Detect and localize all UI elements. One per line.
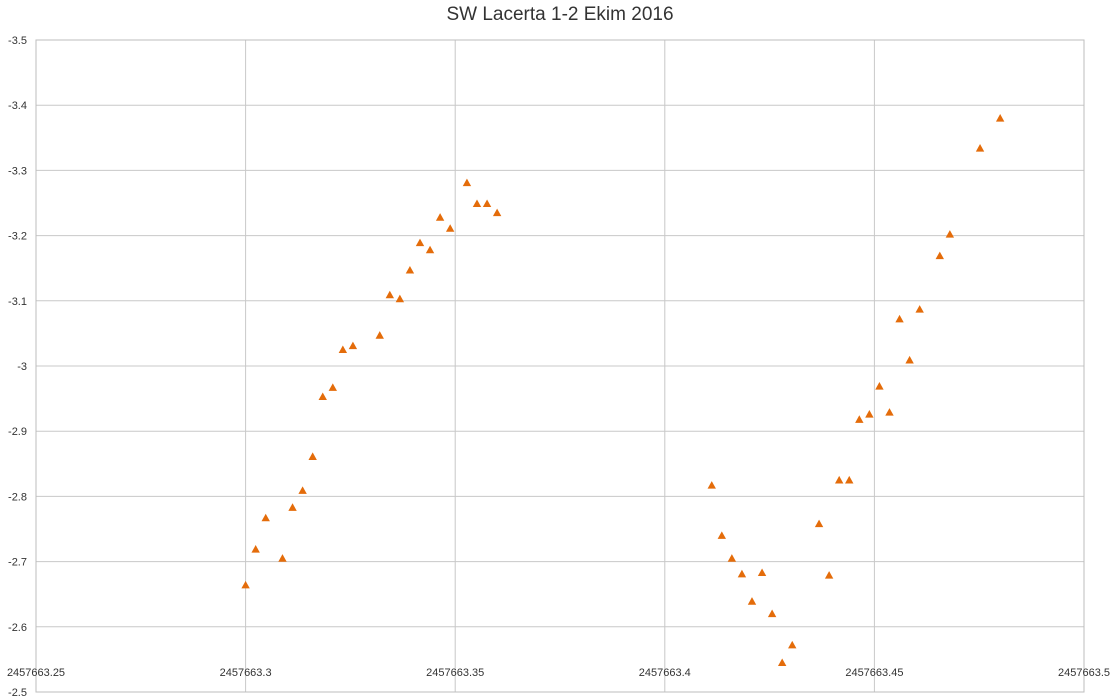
y-tick-label: -2.9 <box>8 426 27 438</box>
y-tick-label: -3.2 <box>8 231 27 243</box>
data-point-triangle <box>757 568 767 577</box>
data-point-triangle <box>492 208 502 217</box>
x-tick-label: 2457663.3 <box>220 667 272 679</box>
data-point-triangle <box>865 410 874 418</box>
y-tick-label: -3.4 <box>8 100 27 112</box>
data-point-triangle <box>298 486 307 494</box>
data-point-triangle <box>767 609 777 618</box>
data-point-triangle <box>278 554 287 562</box>
grid-lines <box>35 39 1085 693</box>
data-point-triangle <box>415 238 425 247</box>
data-points <box>241 114 1005 667</box>
data-point-triangle <box>945 230 955 238</box>
data-point-triangle <box>395 294 405 303</box>
data-point-triangle <box>405 265 415 274</box>
y-tick-label: -3 <box>17 361 27 373</box>
data-point-triangle <box>895 314 904 323</box>
data-point-triangle <box>875 382 884 390</box>
plot-border <box>35 39 1085 693</box>
x-tick-label: 2457663.5 <box>1058 667 1110 679</box>
y-tick-label: -2.7 <box>8 557 27 569</box>
data-point-triangle <box>241 580 250 589</box>
x-tick-label: 2457663.45 <box>845 667 903 679</box>
y-axis-tick-labels: -3.5 -3.4 -3.3 -3.2 -3.1 -3 -2.9 -2.8 -2.7 -2.6 -2… <box>8 35 27 699</box>
data-point-triangle <box>777 658 787 667</box>
data-point-triangle <box>338 345 348 354</box>
data-point-triangle <box>308 452 317 460</box>
data-point-triangle <box>375 331 384 339</box>
data-point-triangle <box>251 545 260 553</box>
data-point-triangle <box>727 554 737 562</box>
x-tick-label: 2457663.25 <box>7 667 65 679</box>
y-tick-label: -2.8 <box>8 491 27 503</box>
data-point-triangle <box>472 199 482 208</box>
x-tick-label: 2457663.35 <box>426 667 484 679</box>
data-point-triangle <box>905 355 914 364</box>
data-point-triangle <box>445 224 455 232</box>
data-point-triangle <box>385 290 395 299</box>
data-point-triangle <box>935 251 944 260</box>
data-point-triangle <box>425 245 435 254</box>
data-point-triangle <box>814 519 824 528</box>
data-point-triangle <box>261 513 270 522</box>
data-point-triangle <box>824 571 834 579</box>
data-point-triangle <box>885 408 894 416</box>
data-point-triangle <box>834 475 844 484</box>
data-point-triangle <box>915 305 924 313</box>
data-point-triangle <box>288 503 297 511</box>
data-point-triangle <box>328 383 337 391</box>
data-point-triangle <box>788 640 797 649</box>
data-point-triangle <box>707 481 716 489</box>
data-point-triangle <box>482 199 492 208</box>
data-point-triangle <box>995 114 1005 122</box>
x-axis-tick-labels: 2457663.25 2457663.3 2457663.35 2457663.4 24… <box>7 667 1110 679</box>
data-point-triangle <box>845 475 854 484</box>
y-tick-label: -2.5 <box>8 687 27 699</box>
data-point-triangle <box>855 415 864 423</box>
data-point-triangle <box>435 213 445 221</box>
data-point-triangle <box>975 144 985 152</box>
plot-frame <box>35 39 1085 693</box>
y-tick-label: -3.1 <box>8 296 27 308</box>
y-tick-label: -3.3 <box>8 165 27 177</box>
data-point-triangle <box>462 178 472 187</box>
data-point-triangle <box>348 341 358 350</box>
data-point-triangle <box>737 569 747 578</box>
data-point-triangle <box>747 597 757 605</box>
y-tick-label: -2.6 <box>8 622 27 634</box>
x-tick-label: 2457663.4 <box>639 667 691 679</box>
data-point-triangle <box>717 531 727 539</box>
chart-title: SW Lacerta 1-2 Ekim 2016 <box>446 4 674 25</box>
y-tick-label: -3.5 <box>8 35 27 47</box>
data-point-triangle <box>318 392 327 401</box>
